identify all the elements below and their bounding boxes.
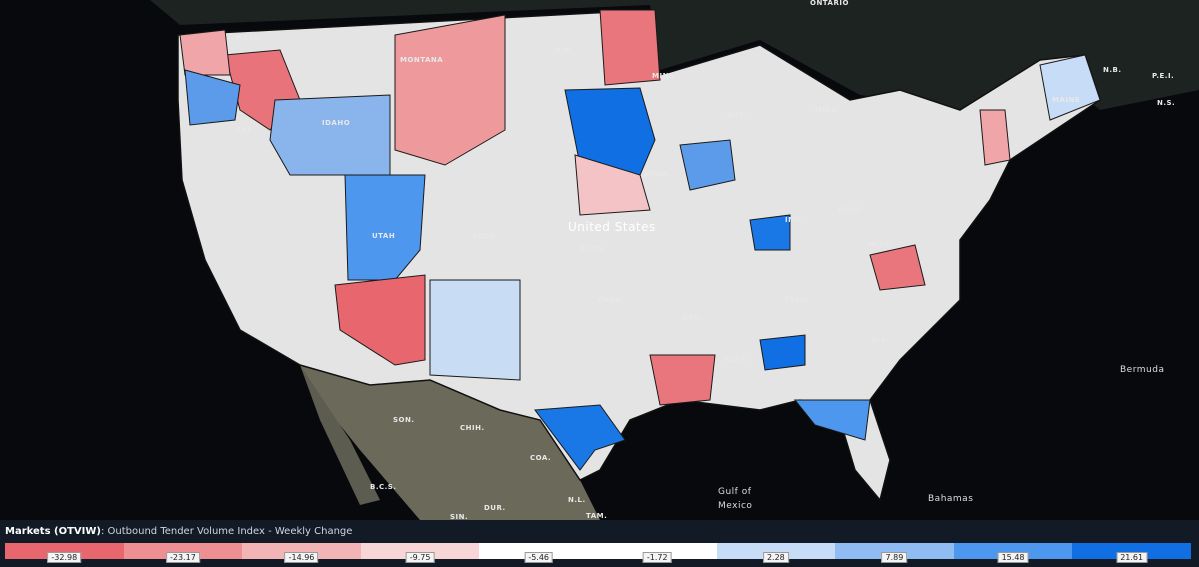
legend-value: 7.89 [881, 552, 908, 563]
region [574, 154, 651, 216]
baja [300, 365, 380, 505]
region [184, 69, 241, 126]
legend-step: -1.72 [597, 543, 717, 563]
legend-step: -5.46 [479, 543, 598, 563]
region [869, 244, 926, 291]
place-label: KANS [580, 245, 604, 253]
legend-step: 2.28 [716, 543, 836, 563]
region [749, 214, 791, 251]
place-label: N.B. [1103, 66, 1122, 74]
legend-value: -23.17 [165, 552, 200, 563]
place-label: WASH [235, 34, 261, 42]
place-label: N.D. [555, 47, 574, 55]
region [679, 139, 736, 191]
region [179, 29, 231, 76]
legend-title-text: Markets (OTVIW) [5, 526, 101, 537]
place-label: IOWA [645, 170, 668, 178]
place-label: COLO [473, 232, 496, 240]
region [564, 87, 656, 176]
region [649, 354, 716, 406]
legend-step: -23.17 [123, 543, 243, 563]
place-label: B.C.S. [370, 483, 397, 491]
place-label: N.S. [1157, 99, 1175, 107]
region [429, 279, 521, 381]
legend-step: 15.48 [953, 543, 1073, 563]
legend-value: 2.28 [762, 552, 789, 563]
region [759, 334, 806, 371]
place-label: TAM. [586, 512, 607, 520]
place-label: IND. [785, 216, 804, 224]
region [394, 14, 506, 166]
legend-subtitle: : Outbound Tender Volume Index - Weekly … [100, 526, 353, 537]
place-label: UTAH [372, 232, 395, 240]
region [269, 94, 391, 176]
place-label: Bermuda [1120, 365, 1164, 375]
legend-title: Markets (OTVIW): Outbound Tender Volume … [5, 526, 352, 537]
place-label: Mexico [718, 501, 752, 511]
place-label: ORE [235, 126, 253, 134]
legend-value: -32.98 [47, 552, 82, 563]
region [334, 274, 426, 366]
place-labels: ONTARIO WASH MONTANA N.D. MINN WIS. MICH IDAHO O… [235, 0, 1175, 520]
place-label: SON. [393, 416, 415, 424]
place-label: MONTANA [400, 56, 443, 64]
place-label: OHIO [838, 206, 860, 214]
place-label: W.VA. [868, 240, 893, 248]
legend-bar: -32.98 -23.17 -14.96 -9.75 -5.46 -1.72 2.28 7.8… [5, 543, 1191, 563]
place-label: WIS. [727, 111, 747, 119]
region [344, 174, 426, 281]
place-label: United States [568, 220, 656, 234]
place-label: COA. [530, 454, 551, 462]
region [599, 9, 661, 86]
legend-step: 21.61 [1072, 543, 1191, 563]
region [534, 404, 626, 471]
place-label: Gulf of [718, 487, 752, 497]
canada-land [150, 0, 1199, 110]
place-label: Bahamas [928, 494, 973, 504]
legend: Markets (OTVIW): Outbound Tender Volume … [0, 520, 1199, 567]
place-label: CHIH. [460, 424, 485, 432]
region [793, 399, 871, 441]
place-label: MICH [815, 106, 838, 114]
place-label: ARK. [682, 314, 703, 322]
place-label: MAINE [1052, 96, 1080, 104]
place-label: N.L. [568, 496, 586, 504]
legend-value: 21.61 [1116, 552, 1148, 563]
market-regions [179, 9, 1101, 471]
legend-step: -14.96 [242, 543, 361, 563]
place-label: TENN [785, 296, 808, 304]
region [1039, 54, 1101, 121]
region [979, 109, 1011, 166]
legend-step: -32.98 [5, 543, 124, 563]
legend-value: -14.96 [284, 552, 319, 563]
legend-value: -5.46 [524, 552, 554, 563]
map: ONTARIO WASH MONTANA N.D. MINN WIS. MICH IDAHO O… [150, 0, 1199, 520]
place-label: OKLA [598, 296, 621, 304]
legend-value: -1.72 [642, 552, 672, 563]
place-label: DUR. [484, 504, 506, 512]
place-label: MINN [652, 72, 675, 80]
place-label: P.E.I. [1152, 72, 1174, 80]
place-label: S.C. [872, 336, 890, 344]
place-label: MISS. [725, 356, 750, 364]
place-label: IDAHO [322, 119, 350, 127]
legend-value: -9.75 [405, 552, 435, 563]
legend-value: 15.48 [997, 552, 1029, 563]
place-label: ONTARIO [810, 0, 849, 7]
legend-step: 7.89 [835, 543, 954, 563]
place-label: SIN. [450, 513, 468, 520]
legend-step: -9.75 [360, 543, 480, 563]
mexico-land [300, 365, 600, 520]
